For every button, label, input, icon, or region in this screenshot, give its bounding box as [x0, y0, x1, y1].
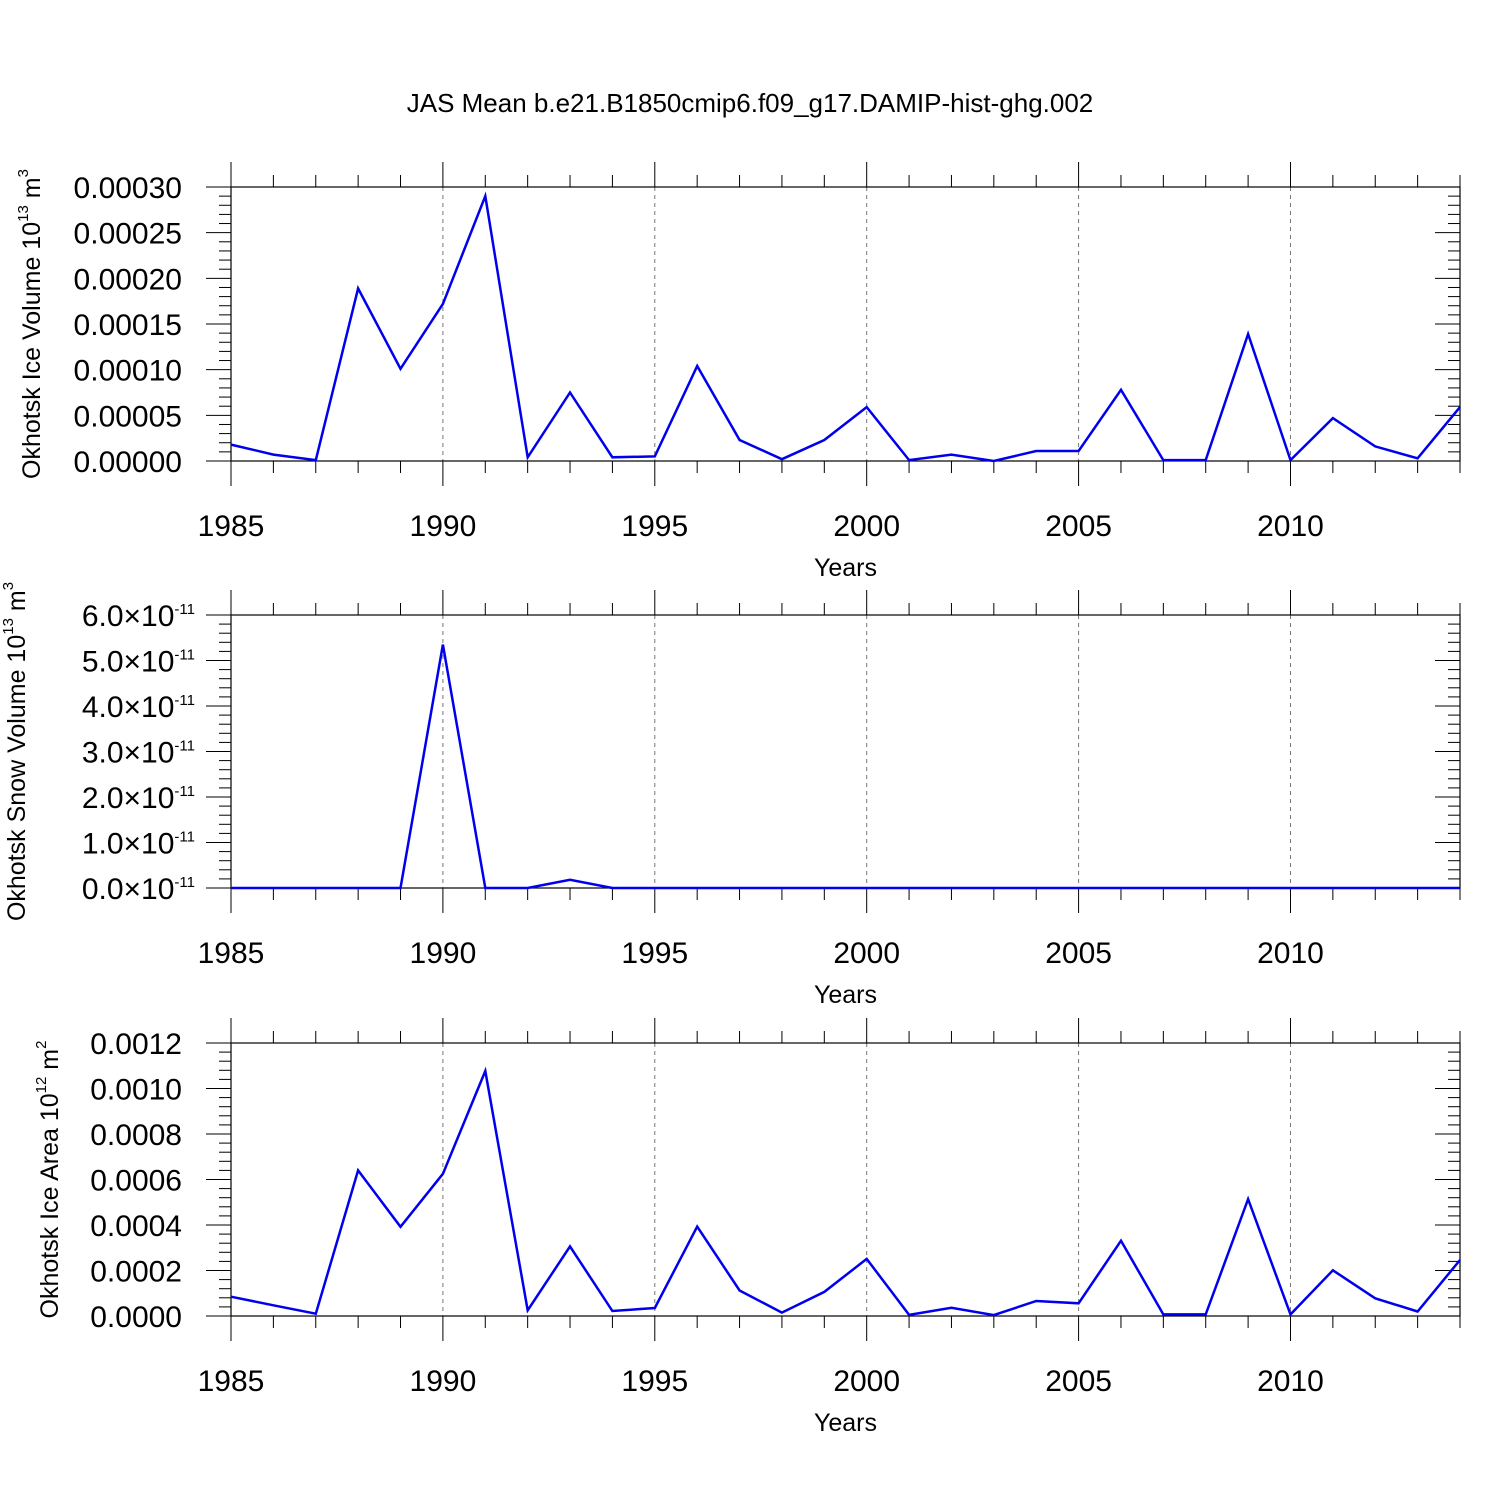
y-tick-label: 3.0×10-11	[82, 737, 195, 770]
y-tick-label: 0.0004	[90, 1210, 182, 1243]
x-tick-label: 1990	[410, 937, 477, 970]
x-tick-label: 1985	[198, 510, 265, 543]
y-tick-label: 0.00005	[74, 400, 182, 433]
figure-title: JAS Mean b.e21.B1850cmip6.f09_g17.DAMIP-…	[407, 88, 1094, 118]
x-tick-label: 1990	[410, 1365, 477, 1398]
y-tick-label: 0.0×10-11	[82, 873, 195, 906]
y-tick-label: 0.00015	[74, 309, 182, 342]
x-tick-label: 1990	[410, 510, 477, 543]
x-tick-label: 2005	[1045, 1365, 1112, 1398]
x-tick-label: 2000	[833, 510, 900, 543]
x-tick-label: 2005	[1045, 937, 1112, 970]
x-tick-label: 1985	[198, 937, 265, 970]
plot-frame	[230, 614, 1461, 889]
chart-panels: 1985 1990 1995 2000 2005 2010 0.00000 0.00005 0.…	[0, 162, 1461, 1437]
y-axis-title: Okhotsk Ice Volume 1013 m3	[15, 169, 46, 479]
y-tick-label: 0.0002	[90, 1256, 182, 1289]
x-tick-label: 2000	[833, 1365, 900, 1398]
plot-frame	[230, 186, 1461, 462]
x-axis-title: Years	[814, 554, 877, 582]
y-tick-label: 0.00000	[74, 446, 182, 479]
y-tick-label: 0.00020	[74, 263, 182, 296]
chart-panel-2: 1985 1990 1995 2000 2005 2010 0.0×10-11 1.0×10-…	[0, 582, 1461, 1009]
y-tick-label: 0.0000	[90, 1301, 182, 1334]
x-axis-title: Years	[814, 1409, 877, 1437]
x-tick-label: 2010	[1257, 510, 1324, 543]
y-tick-label: 0.0006	[90, 1165, 182, 1198]
chart-panel-1: 1985 1990 1995 2000 2005 2010 0.00000 0.00005 0.…	[15, 162, 1461, 582]
y-tick-label: 0.0012	[90, 1028, 182, 1061]
y-tick-label: 6.0×10-11	[82, 600, 195, 633]
x-tick-label: 1995	[621, 1365, 688, 1398]
chart-panel-3: 1985 1990 1995 2000 2005 2010 0.0000 0.0002 0.00…	[33, 1018, 1461, 1437]
y-tick-label: 5.0×10-11	[82, 646, 195, 679]
y-axis-title: Okhotsk Ice Area 1012 m2	[33, 1041, 64, 1319]
x-tick-label: 2010	[1257, 1365, 1324, 1398]
y-tick-label: 4.0×10-11	[82, 691, 195, 724]
x-tick-label: 2010	[1257, 937, 1324, 970]
y-tick-label: 0.00010	[74, 355, 182, 388]
x-tick-label: 2005	[1045, 510, 1112, 543]
series-line	[231, 644, 1460, 890]
y-axis-title: Okhotsk Snow Volume 1013 m3	[0, 582, 31, 921]
x-tick-label: 1995	[621, 937, 688, 970]
y-tick-label: 1.0×10-11	[82, 828, 195, 861]
y-tick-label: 0.00025	[74, 218, 182, 251]
x-tick-label: 2000	[833, 937, 900, 970]
y-tick-label: 0.0008	[90, 1119, 182, 1152]
x-axis-title: Years	[814, 981, 877, 1009]
x-tick-label: 1995	[621, 510, 688, 543]
series-line	[230, 191, 1461, 463]
y-tick-label: 0.00030	[74, 172, 182, 205]
x-tick-label: 1985	[198, 1365, 265, 1398]
y-tick-label: 0.0010	[90, 1074, 182, 1107]
y-tick-label: 2.0×10-11	[82, 782, 195, 815]
series-line	[230, 1066, 1461, 1317]
